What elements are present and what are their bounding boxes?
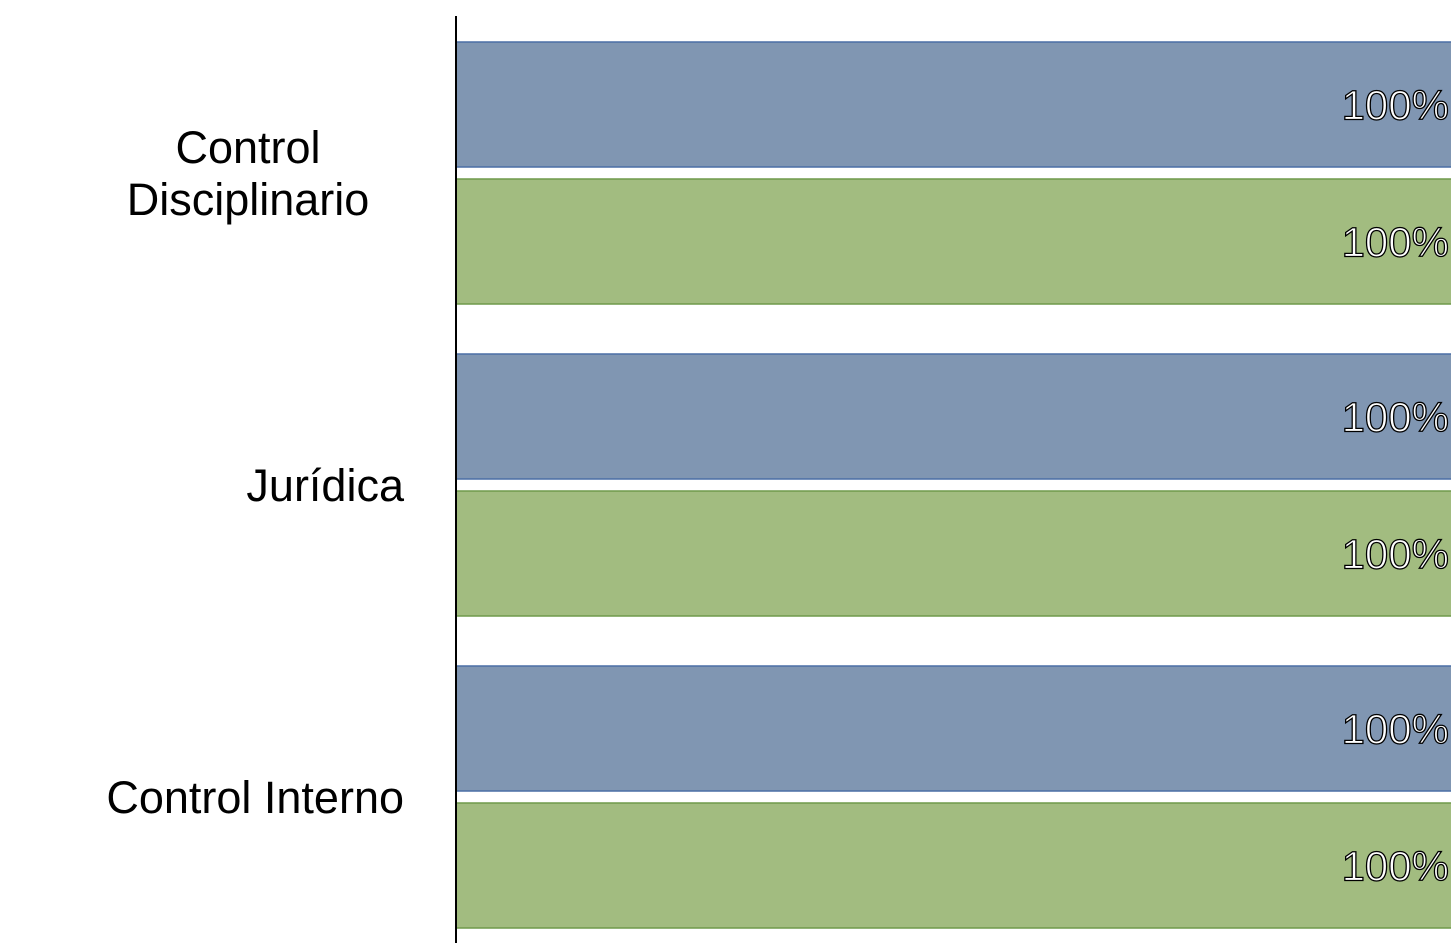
data-label-control-interno-series-1: 100% [1342,706,1449,753]
data-labels-group: 100% 100% 100% 100% 100% 100% [1341,81,1450,890]
data-label-control-interno-series-2: 100% [1342,843,1449,890]
bar-juridica-series-2 [455,490,1451,617]
category-label-line: Disciplinario [127,174,370,225]
category-label-control-disciplinario: Control Disciplinario [127,122,370,225]
bar-juridica-series-1 [455,353,1451,480]
data-label-control-disciplinario-series-2: 100% [1342,219,1449,266]
bar-control-interno-series-2 [455,802,1451,929]
data-label-control-disciplinario-series-1: 100% [1342,82,1449,129]
category-label-line: Control [175,122,320,173]
data-label-juridica-series-1: 100% [1342,394,1449,441]
category-labels-group: Control Disciplinario Jurídica Control Inte… [106,122,405,823]
category-label-line: Control Interno [106,772,404,823]
bars-group [455,41,1451,929]
bar-control-disciplinario-series-1 [455,41,1451,168]
category-label-control-interno: Control Interno [106,772,404,823]
category-label-line: Jurídica [246,460,405,511]
bar-control-interno-series-1 [455,665,1451,792]
data-label-juridica-series-2: 100% [1342,531,1449,578]
bar-control-disciplinario-series-2 [455,178,1451,305]
category-label-juridica: Jurídica [246,460,405,511]
